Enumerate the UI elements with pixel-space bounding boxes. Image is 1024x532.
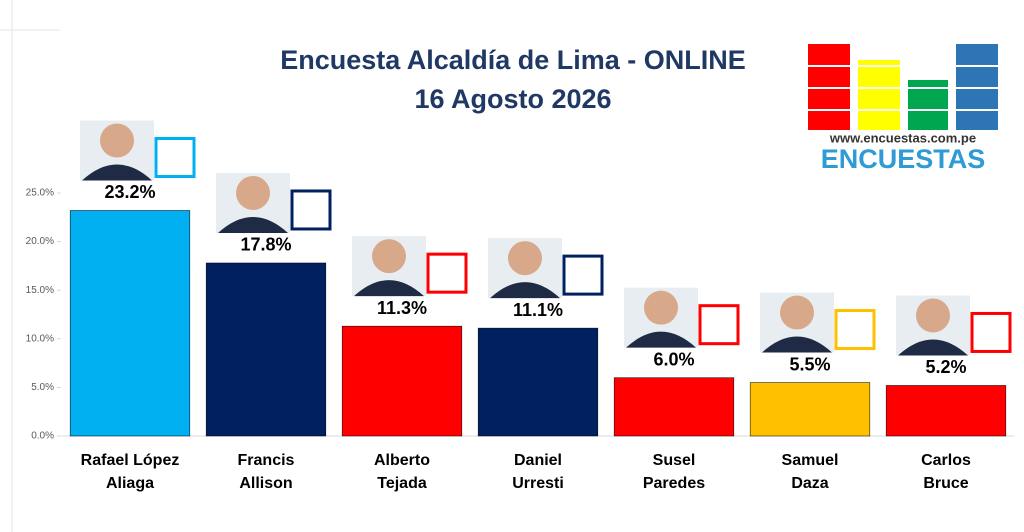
x-tick-label: Tejada — [377, 475, 427, 492]
photo-head — [644, 290, 678, 325]
photo-body — [762, 336, 832, 353]
candidate-photo — [216, 172, 332, 233]
party-logo — [834, 309, 876, 351]
candidate-photo — [352, 236, 468, 297]
candidate-photo — [624, 287, 740, 348]
y-tick-label: 10.0% — [26, 333, 54, 344]
y-tick-label: 20.0% — [26, 236, 54, 247]
x-tick-label: Rafael López — [81, 452, 180, 469]
value-label: 17.8% — [240, 235, 291, 255]
sheet-grid — [0, 0, 60, 532]
candidate-photo — [896, 295, 1012, 356]
value-label: 11.1% — [513, 300, 563, 320]
x-tick-label: Samuel — [782, 452, 839, 469]
candidate-photo — [80, 120, 196, 181]
candidate-photo — [760, 292, 876, 353]
x-tick-label: Paredes — [643, 475, 705, 492]
chart-subtitle: 16 Agosto 2026 — [414, 84, 611, 114]
party-logo — [290, 189, 332, 231]
bar — [749, 382, 871, 437]
x-tick-label: Aliaga — [106, 475, 154, 492]
logo-name: ENCUESTAS — [821, 144, 986, 174]
y-tick-label: 0.0% — [31, 431, 54, 442]
y-tick-label: 15.0% — [26, 285, 54, 296]
bar — [69, 210, 191, 437]
photo-head — [916, 298, 950, 333]
photo-body — [898, 339, 968, 356]
party-logo — [698, 304, 740, 346]
photo-head — [508, 241, 542, 276]
x-tick-label: Urresti — [512, 475, 564, 492]
candidate-photo — [488, 238, 604, 299]
x-tick-label: Daniel — [514, 452, 562, 469]
party-logo — [154, 136, 196, 178]
chart-title: Encuesta Alcaldía de Lima - ONLINE — [280, 45, 746, 75]
x-tick-label: Alberto — [374, 452, 430, 469]
party-logo — [426, 252, 468, 294]
photo-body — [490, 282, 560, 299]
party-logo — [970, 311, 1012, 353]
y-tick-label: 25.0% — [26, 188, 54, 199]
bar — [477, 327, 599, 437]
value-label: 5.2% — [925, 357, 966, 377]
value-label: 11.3% — [377, 298, 427, 318]
y-tick-label: 5.0% — [31, 382, 54, 393]
bar — [341, 325, 463, 437]
value-label: 6.0% — [653, 349, 694, 369]
photo-head — [100, 123, 134, 158]
value-label: 23.2% — [104, 182, 155, 202]
x-tick-label: Susel — [653, 452, 696, 469]
photo-body — [354, 280, 424, 297]
party-logo — [562, 254, 604, 296]
photo-head — [236, 175, 270, 210]
value-label: 5.5% — [789, 354, 830, 374]
photo-body — [218, 216, 288, 233]
bar — [613, 377, 735, 437]
x-tick-label: Carlos — [921, 452, 971, 469]
x-tick-label: Bruce — [923, 475, 968, 492]
logo-url: www.encuestas.com.pe — [829, 130, 976, 145]
bar — [885, 385, 1007, 437]
photo-body — [626, 331, 696, 348]
x-tick-label: Allison — [239, 475, 292, 492]
logo: www.encuestas.com.pe ENCUESTAS — [808, 44, 998, 174]
photo-head — [372, 239, 406, 274]
x-tick-label: Daza — [791, 475, 828, 492]
photo-body — [82, 164, 152, 181]
bar — [205, 262, 327, 437]
x-tick-label: Francis — [238, 452, 295, 469]
photo-head — [780, 295, 814, 330]
